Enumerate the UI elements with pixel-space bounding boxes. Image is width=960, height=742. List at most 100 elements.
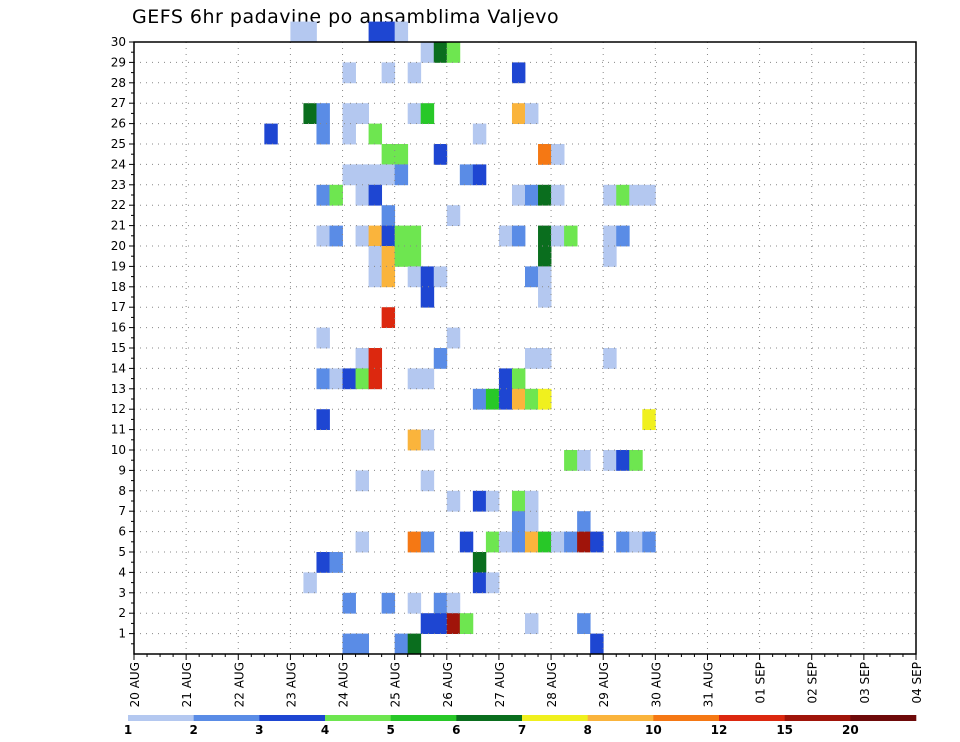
heatmap-cell xyxy=(368,164,383,186)
heatmap-cell xyxy=(420,103,435,124)
heatmap-cell xyxy=(446,42,461,63)
heatmap-cell xyxy=(485,572,500,594)
heatmap-cell xyxy=(538,184,552,206)
y-tick-label: 28 xyxy=(111,76,126,90)
y-tick-label: 22 xyxy=(111,198,126,212)
heatmap-cell xyxy=(603,225,617,247)
legend-label: 8 xyxy=(583,723,591,737)
y-tick-label: 5 xyxy=(118,545,126,559)
heatmap-cell xyxy=(407,246,422,267)
legend-swatch xyxy=(784,715,851,721)
heatmap-cell xyxy=(407,225,422,247)
legend-swatch xyxy=(390,715,457,721)
x-tick-label: 01 SEP xyxy=(754,662,768,704)
x-tick-label: 03 SEP xyxy=(858,662,872,704)
heatmap-cell xyxy=(525,511,539,532)
heatmap-cell xyxy=(368,368,383,390)
legend-label: 10 xyxy=(645,723,662,737)
y-tick-label: 24 xyxy=(111,157,126,171)
heatmap-cell xyxy=(498,225,513,247)
heatmap-cell xyxy=(446,592,461,614)
heatmap-cell xyxy=(525,103,539,124)
heatmap-cell xyxy=(342,103,356,124)
y-tick-label: 21 xyxy=(111,219,126,233)
heatmap-cell xyxy=(303,21,317,43)
heatmap-cell xyxy=(355,184,369,206)
heatmap-cell xyxy=(642,409,656,430)
heatmap-cell xyxy=(525,184,539,206)
x-tick-label: 28 AUG xyxy=(545,662,559,707)
heatmap-cell xyxy=(603,348,617,369)
heatmap-cells xyxy=(264,21,656,655)
heatmap-cell xyxy=(446,490,461,512)
y-tick-label: 30 xyxy=(111,35,126,49)
heatmap-cell xyxy=(368,123,383,145)
heatmap-cell xyxy=(629,450,643,471)
heatmap-cell xyxy=(381,225,396,247)
heatmap-cell xyxy=(355,103,369,124)
heatmap-cell xyxy=(459,164,474,186)
heatmap-cell xyxy=(394,246,409,267)
heatmap-cell xyxy=(420,429,435,451)
heatmap-cell xyxy=(538,144,552,165)
heatmap-cell xyxy=(538,246,552,267)
heatmap-cell xyxy=(603,246,617,267)
heatmap-cell xyxy=(538,225,552,247)
heatmap-cell xyxy=(316,409,330,430)
heatmap-cell xyxy=(511,490,526,512)
x-tick-label: 25 AUG xyxy=(389,662,403,707)
heatmap-cell xyxy=(525,490,539,512)
heatmap-cell xyxy=(342,123,356,145)
heatmap-cell xyxy=(381,21,396,43)
heatmap-cell xyxy=(342,592,356,614)
heatmap-cell xyxy=(303,572,317,594)
y-tick-label: 13 xyxy=(111,382,126,396)
y-tick-label: 3 xyxy=(118,586,126,600)
heatmap-cell xyxy=(472,123,487,145)
heatmap-cell xyxy=(551,531,565,553)
legend-swatch xyxy=(850,715,917,721)
heatmap-cell xyxy=(316,103,330,124)
heatmap-cell xyxy=(407,103,422,124)
heatmap-cell xyxy=(511,531,526,553)
legend-label: 6 xyxy=(452,723,460,737)
heatmap-cell xyxy=(590,633,604,655)
heatmap-cell xyxy=(290,21,304,43)
heatmap-cell xyxy=(642,531,656,553)
heatmap-cell xyxy=(472,388,487,410)
y-tick-label: 29 xyxy=(111,55,126,69)
heatmap-cell xyxy=(355,633,369,655)
heatmap-cell xyxy=(472,552,487,573)
y-tick-label: 10 xyxy=(111,443,126,457)
heatmap-cell xyxy=(459,531,474,553)
y-tick-label: 11 xyxy=(111,423,126,437)
y-tick-label: 18 xyxy=(111,280,126,294)
y-tick-label: 26 xyxy=(111,117,126,131)
heatmap-cell xyxy=(472,164,487,186)
heatmap-cell xyxy=(420,470,435,492)
heatmap-cell xyxy=(642,184,656,206)
legend-label: 1 xyxy=(124,723,132,737)
heatmap-cell xyxy=(368,266,383,288)
y-tick-label: 16 xyxy=(111,321,126,335)
y-tick-label: 17 xyxy=(111,300,126,314)
heatmap-cell xyxy=(420,42,435,63)
chart-grid xyxy=(134,41,916,654)
x-tick-label: 22 AUG xyxy=(232,662,246,707)
heatmap-cell xyxy=(368,246,383,267)
y-tick-label: 27 xyxy=(111,96,126,110)
heatmap-cell xyxy=(329,552,343,573)
legend-label: 20 xyxy=(842,723,859,737)
heatmap-cell xyxy=(355,470,369,492)
heatmap-cell xyxy=(538,388,552,410)
y-tick-label: 14 xyxy=(111,361,126,375)
y-tick-label: 1 xyxy=(118,627,126,641)
heatmap-cell xyxy=(381,266,396,288)
heatmap-cell xyxy=(485,490,500,512)
heatmap-cell xyxy=(316,552,330,573)
heatmap-cell xyxy=(577,613,591,634)
heatmap-cell xyxy=(407,368,422,390)
heatmap-cell xyxy=(420,266,435,288)
heatmap-cell xyxy=(538,348,552,369)
